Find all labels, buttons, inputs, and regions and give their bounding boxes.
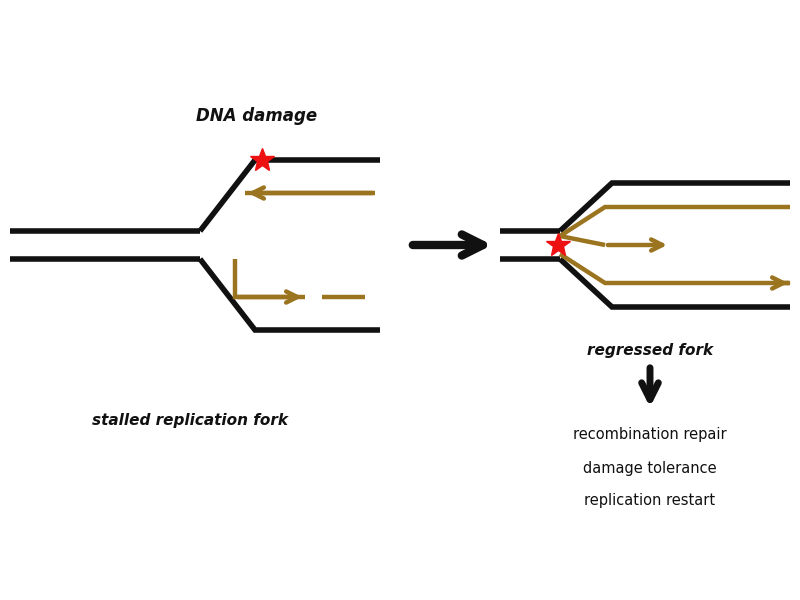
Text: regressed fork: regressed fork: [587, 343, 713, 358]
Text: damage tolerance: damage tolerance: [583, 461, 717, 475]
Text: stalled replication fork: stalled replication fork: [92, 413, 288, 427]
Text: recombination repair: recombination repair: [573, 427, 727, 443]
Text: DNA damage: DNA damage: [197, 107, 318, 125]
Text: replication restart: replication restart: [585, 493, 715, 509]
